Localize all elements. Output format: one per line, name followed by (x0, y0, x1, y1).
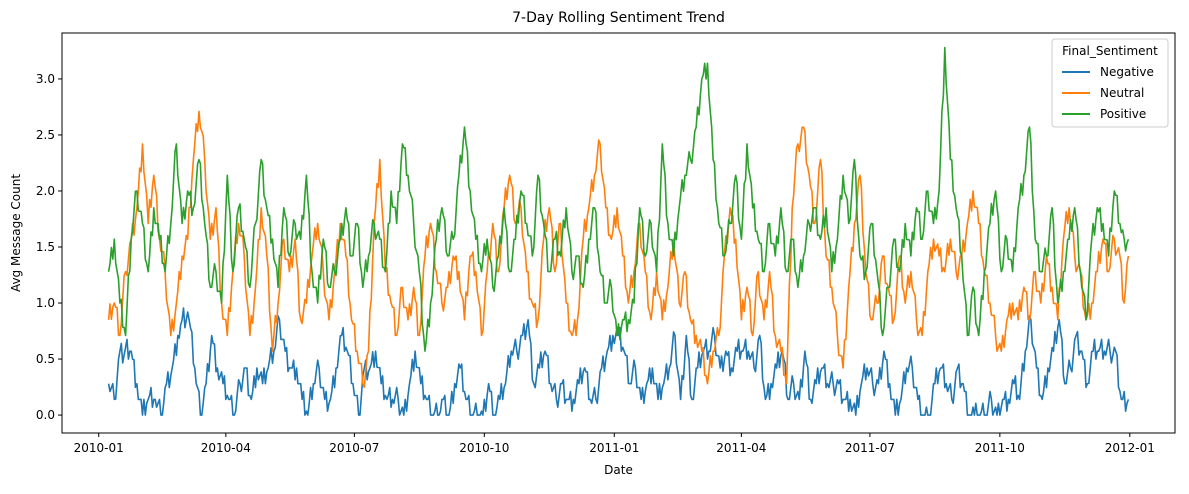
x-tick-label: 2010-01 (74, 441, 124, 455)
x-tick-label: 2010-04 (201, 441, 251, 455)
plot-frame (61, 32, 1176, 434)
x-tick-label: 2012-01 (1105, 441, 1155, 455)
y-tick-label: 1.5 (36, 240, 55, 254)
legend-label-neutral: Neutral (1100, 86, 1144, 100)
legend-box (1051, 38, 1169, 128)
x-tick-label: 2011-04 (716, 441, 766, 455)
legend-items: Negative Neutral Positive (1062, 65, 1154, 121)
plot-area (107, 46, 1130, 416)
y-tick-label: 2.5 (36, 128, 55, 142)
x-tick-label: 2011-07 (845, 441, 895, 455)
y-axis-title: Avg Message Count (9, 174, 23, 292)
legend-title: Final_Sentiment (1062, 44, 1158, 58)
series-line-positive (107, 46, 1130, 352)
x-tick-label: 2010-10 (459, 441, 509, 455)
y-tick-label: 2.0 (36, 184, 55, 198)
legend-label-negative: Negative (1100, 65, 1154, 79)
chart-title: 7-Day Rolling Sentiment Trend (512, 10, 725, 26)
y-tick-label: 0.0 (36, 408, 55, 422)
legend: Final_Sentiment Negative Neutral Positive (1051, 38, 1169, 128)
x-tick-label: 2011-10 (975, 441, 1025, 455)
series-line-negative (107, 307, 1130, 416)
x-axis-title: Date (604, 463, 633, 477)
legend-label-positive: Positive (1100, 107, 1146, 121)
y-tick-label: 0.5 (36, 352, 55, 366)
x-tick-label: 2011-01 (589, 441, 639, 455)
series-line-neutral (107, 110, 1130, 389)
y-tick-label: 3.0 (36, 72, 55, 86)
y-tick-label: 1.0 (36, 296, 55, 310)
y-axis: 0.0 0.5 1.0 1.5 2.0 2.5 3.0 (36, 72, 62, 422)
x-tick-label: 2010-07 (329, 441, 379, 455)
x-axis: 2010-01 2010-04 2010-07 2010-10 2011-01 2011-… (74, 433, 1155, 455)
